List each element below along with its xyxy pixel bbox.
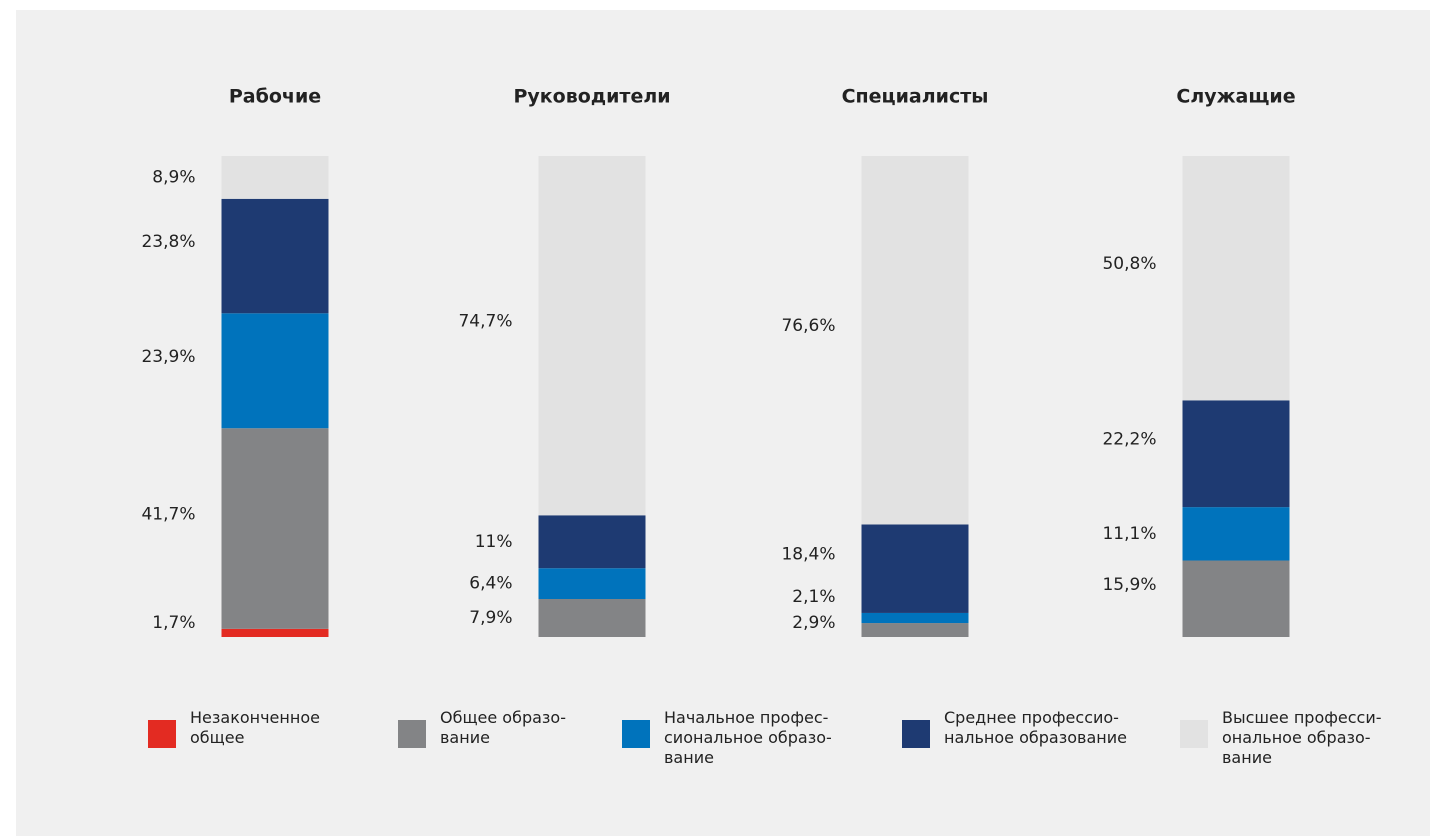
legend-item: Высшее професси- ональное образо- вание xyxy=(1180,708,1382,768)
legend-item: Среднее профессио- нальное образование xyxy=(902,708,1127,748)
legend-label: Общее образо- вание xyxy=(440,708,566,747)
value-label: 15,9% xyxy=(1102,575,1156,595)
category-title: Специалисты xyxy=(842,86,989,108)
category-title: Рабочие xyxy=(229,86,321,108)
value-label: 11,1% xyxy=(1102,524,1156,544)
legend-swatch xyxy=(622,720,650,748)
value-label: 76,6% xyxy=(781,316,835,336)
legend-item: Начальное профес- сиональное образо- ван… xyxy=(622,708,832,768)
bar-segment xyxy=(861,524,969,613)
value-label: 8,9% xyxy=(152,167,195,187)
legend-swatch xyxy=(148,720,176,748)
legend-label: Незаконченное общее xyxy=(190,708,320,747)
value-label: 18,4% xyxy=(781,545,835,565)
bar-segment xyxy=(221,198,329,314)
legend-swatch xyxy=(1180,720,1208,748)
legend-item: Общее образо- вание xyxy=(398,708,566,748)
bar-segment xyxy=(861,623,969,637)
legend-label: Среднее профессио- нальное образование xyxy=(944,708,1127,747)
legend-swatch xyxy=(902,720,930,748)
legend-swatch xyxy=(398,720,426,748)
bar-segment xyxy=(221,313,329,429)
bar-segment xyxy=(221,156,329,199)
value-label: 23,9% xyxy=(141,347,195,367)
value-label: 11% xyxy=(475,532,513,552)
value-label: 6,4% xyxy=(469,574,512,594)
bar-segment xyxy=(861,612,969,624)
value-label: 74,7% xyxy=(458,312,512,332)
bar-segment xyxy=(1182,400,1290,508)
bar-segment xyxy=(861,156,969,525)
bar-segment xyxy=(538,156,646,516)
value-label: 50,8% xyxy=(1102,254,1156,274)
bar-segment xyxy=(1182,507,1290,561)
bar-segment xyxy=(221,428,329,629)
value-label: 7,9% xyxy=(469,608,512,628)
bar-segment xyxy=(221,628,329,637)
legend-item: Незаконченное общее xyxy=(148,708,320,748)
value-label: 2,1% xyxy=(792,587,835,607)
value-label: 1,7% xyxy=(152,613,195,633)
bar-segment xyxy=(1182,156,1290,401)
value-label: 41,7% xyxy=(141,505,195,525)
bar-segment xyxy=(538,568,646,600)
legend-label: Высшее професси- ональное образо- вание xyxy=(1222,708,1382,767)
value-label: 23,8% xyxy=(141,232,195,252)
bar-segment xyxy=(538,515,646,569)
bar-segment xyxy=(538,599,646,637)
category-title: Служащие xyxy=(1176,86,1295,108)
value-label: 22,2% xyxy=(1102,430,1156,450)
category-title: Руководители xyxy=(513,86,670,108)
bar-segment xyxy=(1182,560,1290,637)
legend-label: Начальное профес- сиональное образо- ван… xyxy=(664,708,832,767)
value-label: 2,9% xyxy=(792,613,835,633)
